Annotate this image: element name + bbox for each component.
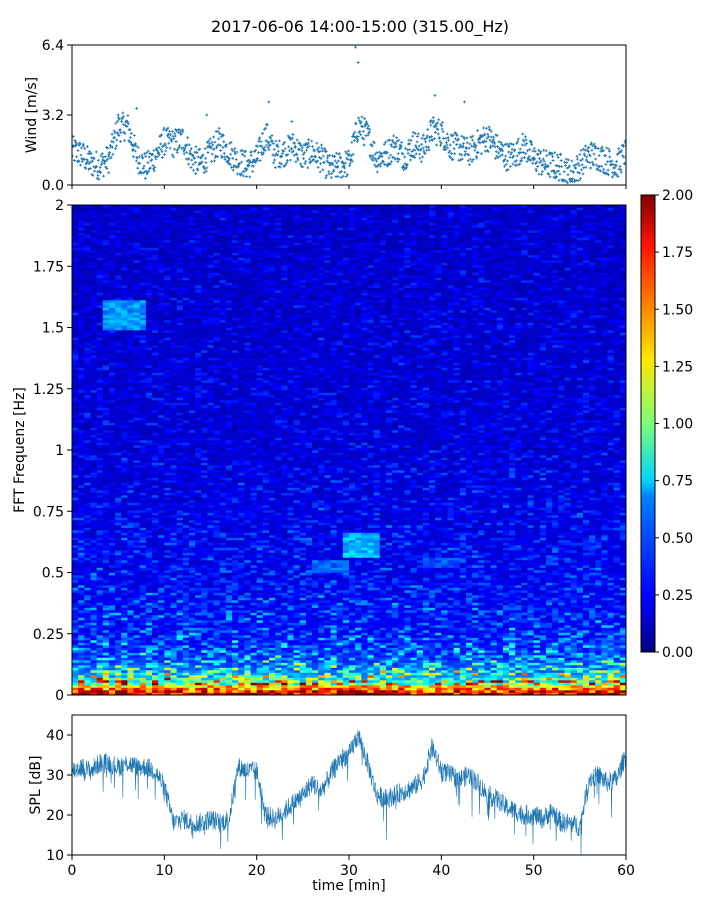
wind-y-tick-label: 3.2 bbox=[42, 108, 64, 124]
spectrogram-y-tick-label: 0.5 bbox=[42, 566, 64, 582]
spl-x-tick-label: 30 bbox=[340, 863, 358, 879]
spl-x-tick-label: 0 bbox=[68, 863, 77, 879]
spectrogram-y-tick-label: 2 bbox=[55, 198, 64, 214]
colorbar-tick-label: 0.00 bbox=[662, 645, 693, 661]
colorbar-tick-label: 0.25 bbox=[662, 588, 693, 604]
spectrogram-heatmap bbox=[72, 205, 626, 695]
wind-panel: 0.0 3.2 6.4 Wind [m/s] bbox=[24, 38, 627, 194]
spl-series-line bbox=[72, 730, 626, 854]
wind-y-ticks: 0.0 3.2 6.4 bbox=[42, 38, 72, 194]
figure-title: 2017-06-06 14:00-15:00 (315.00_Hz) bbox=[211, 17, 509, 37]
spl-x-tick-label: 50 bbox=[525, 863, 543, 879]
wind-y-tick-label: 6.4 bbox=[42, 38, 64, 54]
colorbar-tick-label: 1.25 bbox=[662, 359, 693, 375]
colorbar-ticks: 0.00 0.25 0.50 0.75 1.00 1.25 1.50 1.75 2.00 bbox=[655, 188, 693, 661]
spectrogram-y-ticks: 0 0.25 0.5 0.75 1 1.25 1.5 1.75 2 bbox=[33, 198, 72, 704]
spectrogram-panel: 0 0.25 0.5 0.75 1 1.25 1.5 1.75 2 FFT Frequenz [… bbox=[12, 198, 626, 704]
spl-y-tick-label: 30 bbox=[46, 768, 64, 784]
spl-y-tick-label: 10 bbox=[46, 848, 64, 864]
spl-x-ticks: 0 10 20 30 40 50 60 bbox=[68, 855, 635, 879]
spectrogram-y-tick-label: 0.75 bbox=[33, 504, 64, 520]
spectrogram-y-tick-label: 1.25 bbox=[33, 382, 64, 398]
wind-x-ticks bbox=[72, 185, 626, 189]
spectrogram-y-tick-label: 1.5 bbox=[42, 321, 64, 337]
spl-y-tick-label: 40 bbox=[46, 728, 64, 744]
wind-y-axis-label: Wind [m/s] bbox=[24, 77, 40, 153]
colorbar-tick-label: 2.00 bbox=[662, 188, 693, 204]
spl-line bbox=[72, 730, 626, 854]
spl-y-ticks: 10 20 30 40 bbox=[46, 728, 72, 864]
spectrogram-y-tick-label: 1 bbox=[55, 443, 64, 459]
spl-x-tick-label: 10 bbox=[155, 863, 173, 879]
colorbar-tick-label: 1.50 bbox=[662, 302, 693, 318]
spl-x-tick-label: 60 bbox=[617, 863, 635, 879]
colorbar-tick-label: 0.75 bbox=[662, 474, 693, 490]
spl-x-tick-label: 20 bbox=[248, 863, 266, 879]
wind-y-tick-label: 0.0 bbox=[42, 178, 64, 194]
colorbar-gradient bbox=[641, 195, 655, 652]
spectrogram-y-axis-label: FFT Frequenz [Hz] bbox=[12, 387, 28, 513]
spectrogram-y-tick-label: 0.25 bbox=[33, 627, 64, 643]
spectrogram-y-tick-label: 1.75 bbox=[33, 259, 64, 275]
x-axis-label: time [min] bbox=[312, 878, 385, 894]
spl-y-tick-label: 20 bbox=[46, 808, 64, 824]
spl-y-axis-label: SPL [dB] bbox=[28, 756, 44, 815]
wind-markers bbox=[71, 46, 628, 184]
spectrogram-y-tick-label: 0 bbox=[55, 688, 64, 704]
colorbar-tick-label: 1.75 bbox=[662, 245, 693, 261]
colorbar-tick-label: 1.00 bbox=[662, 417, 693, 433]
wind-scatter-points bbox=[71, 46, 628, 184]
spl-x-tick-label: 40 bbox=[432, 863, 450, 879]
colorbar: 0.00 0.25 0.50 0.75 1.00 1.25 1.50 1.75 2.00 bbox=[641, 188, 693, 661]
colorbar-tick-label: 0.50 bbox=[662, 531, 693, 547]
